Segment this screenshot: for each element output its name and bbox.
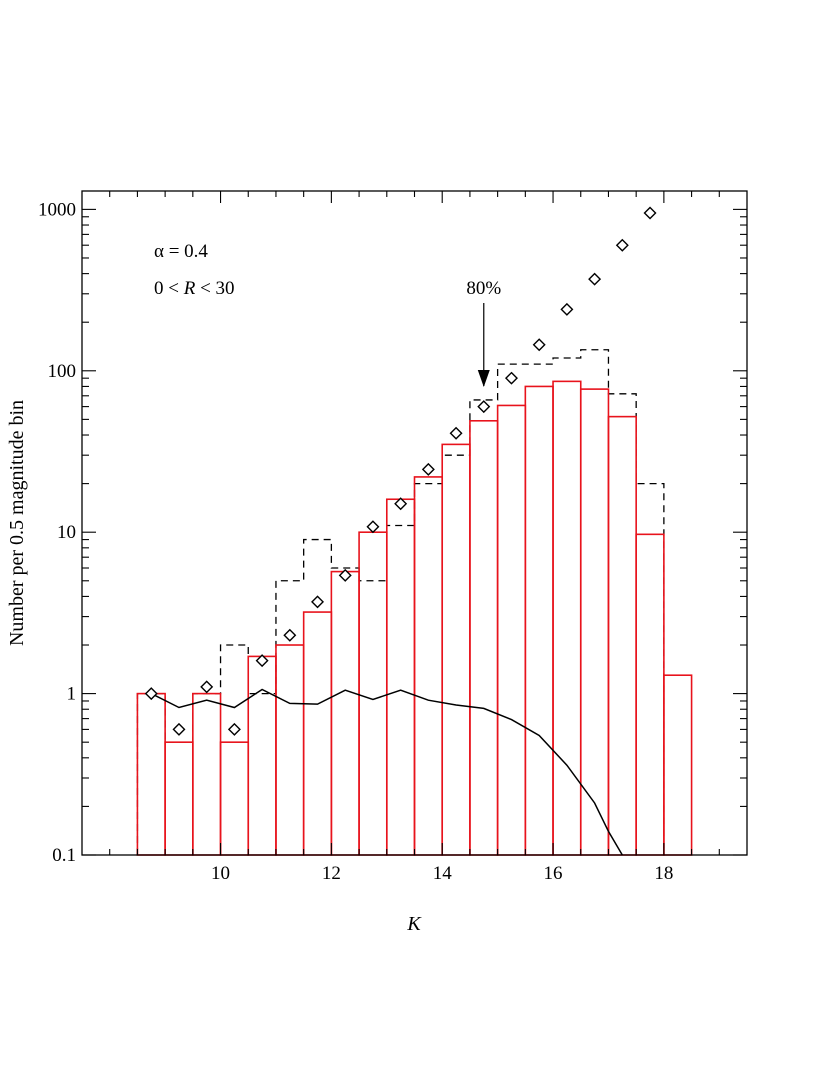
y-tick-label: 100 (48, 361, 77, 382)
range-annotation: 0 < R < 30 (154, 278, 235, 299)
diamond-marker (172, 722, 186, 736)
model-line (150, 688, 623, 856)
diamond-marker (338, 568, 352, 582)
x-tick-label: 14 (433, 863, 453, 884)
range-prefix: 0 < (154, 278, 184, 299)
x-tick-label: 10 (211, 863, 230, 884)
diamond-marker (615, 238, 629, 252)
diamond-marker (477, 400, 491, 414)
plot-frame (81, 190, 748, 856)
completeness-label: 80% (466, 278, 501, 299)
y-axis-title: Number per 0.5 magnitude bin (6, 400, 28, 646)
diamond-marker (366, 520, 380, 534)
diamond-marker (311, 595, 325, 609)
y-tick-label: 10 (57, 522, 76, 543)
x-axis-title: K (406, 913, 422, 935)
diamond-marker (588, 272, 602, 286)
diamond-marker (643, 206, 657, 220)
diamond-marker (144, 687, 158, 701)
x-tick-label: 16 (544, 863, 563, 884)
x-tick-label: 12 (322, 863, 341, 884)
diamond-marker (421, 462, 435, 476)
x-tick-label: 18 (654, 863, 673, 884)
diamond-marker (255, 654, 269, 668)
diamond-marker (283, 628, 297, 642)
tick-layer: 10 12 14 16 18 0.1 1 10 100 1000 (38, 191, 747, 884)
diamond-marker (394, 497, 408, 511)
range-suffix: < 30 (195, 278, 234, 299)
y-tick-label: 0.1 (52, 845, 76, 866)
diamond-marker (532, 338, 546, 352)
line-layer (150, 688, 623, 856)
marker-layer (144, 206, 657, 736)
diamond-marker (449, 426, 463, 440)
diamond-marker (560, 302, 574, 316)
y-tick-label: 1000 (38, 199, 76, 220)
y-tick-label: 1 (67, 684, 77, 705)
range-variable: R (183, 278, 196, 299)
alpha-annotation: α = 0.4 (154, 241, 208, 262)
diamond-marker (227, 722, 241, 736)
diamond-marker (504, 371, 518, 385)
completeness-arrowhead (477, 370, 490, 387)
diamond-marker (200, 680, 214, 694)
